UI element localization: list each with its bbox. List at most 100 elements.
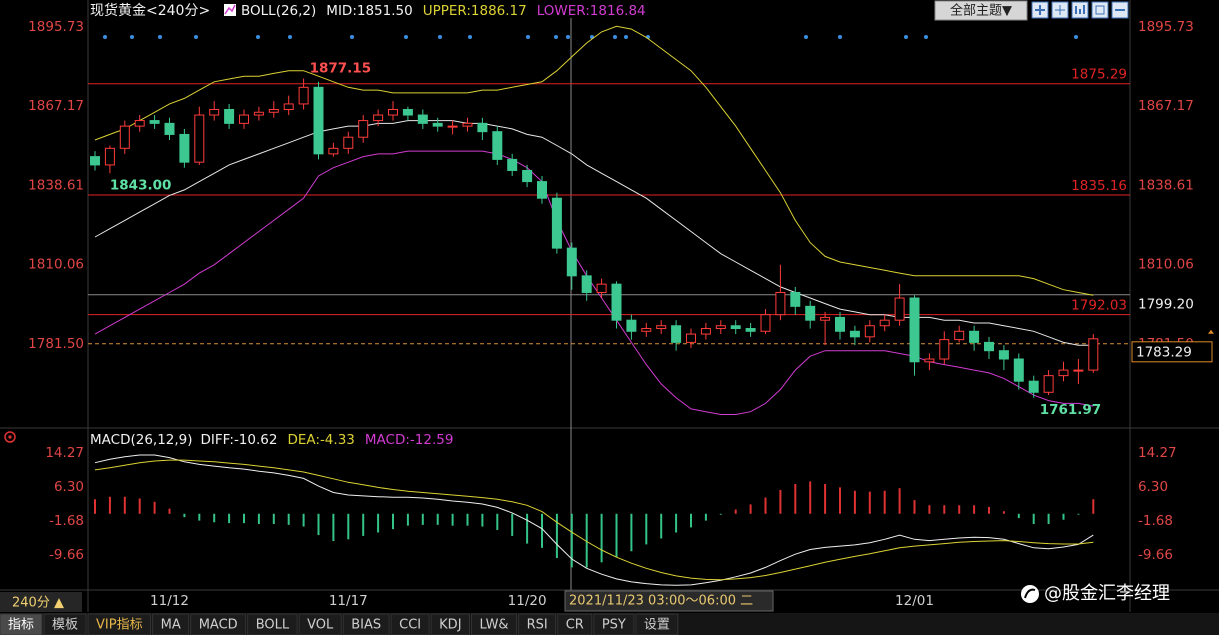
x-tick-label: 11/20 xyxy=(508,593,547,609)
current-price-label: 1783.29 xyxy=(1136,344,1192,360)
tab-label[interactable]: BIAS xyxy=(351,618,381,633)
candle-body xyxy=(775,291,786,316)
candle-body xyxy=(700,328,711,335)
macd-icon[interactable] xyxy=(4,431,16,443)
legend-entry: DEA:-4.33 xyxy=(287,432,354,448)
tab[interactable]: KDJ xyxy=(430,613,471,635)
candle-body xyxy=(119,125,130,149)
candle-body xyxy=(745,328,756,332)
tab[interactable]: VOL xyxy=(298,613,342,635)
tab-bg xyxy=(342,613,390,635)
tab-label[interactable]: MA xyxy=(161,618,181,633)
current-price-box xyxy=(1131,341,1213,363)
candle-body xyxy=(417,114,428,124)
tab[interactable]: 指标 xyxy=(0,613,43,635)
tab[interactable]: CR xyxy=(557,613,593,635)
candle-body xyxy=(611,283,622,321)
candle-body xyxy=(298,86,309,105)
tab[interactable]: BIAS xyxy=(342,613,390,635)
low-annotation: 1843.00 xyxy=(110,177,171,193)
tab-label[interactable]: 设置 xyxy=(644,618,670,633)
high-annotation: 1877.15 xyxy=(310,61,372,77)
candle-body xyxy=(149,120,160,124)
candle-body xyxy=(194,114,205,163)
tab-label[interactable]: PSY xyxy=(602,618,626,633)
tab-label[interactable]: 模板 xyxy=(52,618,78,633)
period-selector[interactable]: 240分 ▲ xyxy=(12,596,64,611)
tab-label[interactable]: CR xyxy=(566,618,584,633)
tab[interactable]: BOLL xyxy=(247,613,298,635)
candle-body xyxy=(343,136,354,149)
tab-label[interactable]: MACD xyxy=(199,618,238,633)
tab-label[interactable]: VIP指标 xyxy=(96,618,143,633)
candle-body xyxy=(730,325,741,330)
period-bg[interactable] xyxy=(0,592,82,612)
tab[interactable]: 模板 xyxy=(43,613,87,635)
tab-label[interactable]: KDJ xyxy=(439,618,461,633)
tab[interactable]: RSI xyxy=(518,613,557,635)
candle-body xyxy=(566,247,577,277)
theme-button[interactable]: 全部主题▼ xyxy=(950,3,1012,19)
candle-body xyxy=(1043,375,1054,393)
candle-body xyxy=(224,108,235,124)
tab-label[interactable]: LW& xyxy=(480,618,509,633)
tab-label[interactable]: 指标 xyxy=(8,618,34,633)
candle-body xyxy=(253,111,264,116)
candle-body xyxy=(924,358,935,363)
y-tick-label-right: 1838.61 xyxy=(1138,177,1194,193)
candle-body xyxy=(492,131,503,160)
tab[interactable]: VIP指标 xyxy=(87,613,152,635)
tab-label[interactable]: RSI xyxy=(527,618,548,633)
candle-body xyxy=(596,283,607,293)
candle-body xyxy=(522,169,533,183)
candle-body xyxy=(507,158,518,171)
candle-body xyxy=(104,147,115,166)
candle-body xyxy=(134,120,145,127)
theme-button-bg[interactable] xyxy=(934,0,1028,21)
candle-body xyxy=(984,341,994,352)
candle-body xyxy=(1058,369,1069,377)
legend-entry: MID:1851.50 xyxy=(326,3,412,19)
macd-line xyxy=(94,459,1094,581)
legend-entry: UPPER:1886.17 xyxy=(423,3,527,19)
tab-label[interactable]: VOL xyxy=(307,618,334,633)
y-tick-label: -9.66 xyxy=(49,547,84,563)
candle-body xyxy=(894,297,905,321)
y-tick-label: 14.27 xyxy=(45,445,84,461)
tab[interactable]: LW& xyxy=(471,613,518,635)
candle-body xyxy=(849,330,860,338)
tab-bg xyxy=(0,613,43,635)
tab-bg xyxy=(635,613,679,635)
tab[interactable]: MACD xyxy=(190,613,247,635)
y-tick-label-right: -1.68 xyxy=(1138,513,1173,529)
tab[interactable]: MA xyxy=(152,613,190,635)
tab[interactable]: PSY xyxy=(593,613,635,635)
x-tick-label: 11/12 xyxy=(150,593,189,609)
tab[interactable]: CCI xyxy=(390,613,430,635)
candle-body xyxy=(1073,369,1084,372)
candle-body xyxy=(835,316,845,332)
candle-body xyxy=(90,156,100,166)
candle-body xyxy=(477,122,488,133)
y-tick-label-right: 6.30 xyxy=(1138,479,1168,495)
candle-body xyxy=(164,122,175,135)
candle-body xyxy=(209,108,220,116)
candle-body xyxy=(283,103,294,110)
candle-body xyxy=(909,297,920,363)
y-tick-label-right: 1895.73 xyxy=(1138,19,1194,35)
x-tick-label: 11/17 xyxy=(329,593,368,609)
tab-bg xyxy=(152,613,190,635)
toolbar-icons[interactable] xyxy=(1031,1,1129,19)
tab-label[interactable]: CCI xyxy=(399,618,421,633)
level-label: 1792.03 xyxy=(1071,298,1127,314)
candle-body xyxy=(656,325,667,330)
tab-bg xyxy=(471,613,518,635)
tab-bg xyxy=(298,613,342,635)
tab-bg xyxy=(557,613,593,635)
tab-label[interactable]: BOLL xyxy=(256,618,290,633)
level-label: 1875.29 xyxy=(1071,67,1127,83)
candle-body xyxy=(432,122,443,127)
boll-line xyxy=(94,120,1094,346)
tab[interactable]: 设置 xyxy=(635,613,679,635)
